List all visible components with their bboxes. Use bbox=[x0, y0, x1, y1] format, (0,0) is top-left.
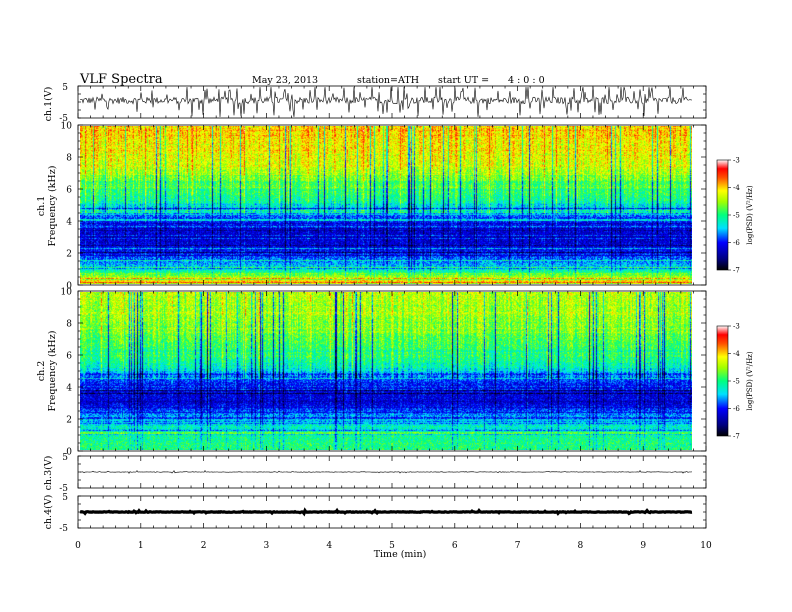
ch1-spectrogram-fo bbox=[80, 126, 692, 284]
ch3-ytick-minus5: -5 bbox=[59, 484, 68, 494]
colorbar-tick-label: -7 bbox=[733, 433, 740, 441]
ch2-spectrogram-yticks: 0 2 4 6 8 10 bbox=[61, 288, 73, 458]
colorbar-ticks: -3 -4 -5 -6 -7 -3 -4 -5 -6 -7 bbox=[728, 157, 740, 441]
frequency-ytick-label: 10 bbox=[61, 288, 73, 298]
time-xtick-label: 3 bbox=[264, 541, 270, 551]
ch2-spectrogram-ylabel-ch: ch.2 bbox=[36, 361, 47, 382]
frequency-ytick-label: 8 bbox=[66, 320, 72, 330]
ch1-ytick-minus5: -5 bbox=[59, 114, 68, 124]
frequency-ytick-label: 8 bbox=[66, 154, 72, 164]
ch2-spectrogram-ylabel-group: ch.2 Frequency (kHz) bbox=[36, 331, 58, 412]
chart-title: VLF Spectra bbox=[80, 72, 163, 87]
ch1-colorbar bbox=[716, 159, 729, 271]
ch3-waveform-line bbox=[80, 470, 693, 474]
ch1-spectrogram-ylabel-freq: Frequency (kHz) bbox=[47, 166, 58, 247]
ch4-waveform-line bbox=[79, 507, 693, 517]
ch1-spectrogram-ylabel-ch: ch.1 bbox=[36, 196, 47, 217]
ch2-colorbar bbox=[716, 325, 729, 437]
time-xtick-label: 10 bbox=[700, 541, 712, 551]
frequency-ytick-label: 2 bbox=[66, 250, 72, 260]
time-axis-label: Time (min) bbox=[374, 549, 427, 560]
colorbar-tick-label: -6 bbox=[733, 239, 740, 247]
time-xtick-label: 4 bbox=[326, 541, 332, 551]
colorbar-tick-label: -4 bbox=[733, 184, 740, 192]
colorbar-tick-label: -6 bbox=[733, 405, 740, 413]
colorbar-tick-label: -3 bbox=[733, 157, 740, 165]
time-xtick-label: 9 bbox=[640, 541, 646, 551]
ch1-spectrogram-ylabel-group: ch.1 Frequency (kHz) bbox=[36, 166, 58, 247]
colorbar-tick-label: -5 bbox=[733, 378, 740, 386]
colorbar-tick-label: -5 bbox=[733, 212, 740, 220]
ch2-spectrogram-canvas bbox=[80, 292, 692, 450]
ch4-ytick-minus5: -5 bbox=[59, 524, 68, 534]
colorbar-tick-label: -3 bbox=[733, 323, 740, 331]
ch2-spectrogram-ylabel-freq: Frequency (kHz) bbox=[47, 331, 58, 412]
colorbar-tick-label: -7 bbox=[733, 267, 740, 275]
frequency-ytick-label: 2 bbox=[66, 416, 72, 426]
start-ut-time: 4 : 0 : 0 bbox=[508, 75, 545, 86]
frequency-ytick-label: 10 bbox=[61, 122, 73, 132]
ch2-colorbar-label: log(PSD) (V²/Hz) bbox=[746, 351, 754, 410]
start-ut-prefix: start UT = bbox=[438, 75, 490, 86]
time-xtick-label: 5 bbox=[389, 541, 395, 551]
frequency-ytick-label: 6 bbox=[66, 186, 72, 196]
time-xtick-label: 6 bbox=[452, 541, 458, 551]
frequency-ytick-label: 4 bbox=[66, 384, 72, 394]
station-label: station=ATH bbox=[357, 75, 419, 86]
time-xtick-label: 0 bbox=[75, 541, 81, 551]
ch3-waveform-ylabel: ch.3(V) bbox=[43, 456, 54, 491]
ch1-waveform-line bbox=[79, 86, 693, 118]
frequency-ytick-label: 0 bbox=[66, 282, 72, 292]
ch1-ytick-5: 5 bbox=[62, 83, 68, 93]
colorbar-tick-label: -4 bbox=[733, 350, 740, 358]
time-xtick-labels: 0 1 2 3 4 5 6 7 8 9 10 bbox=[75, 541, 712, 551]
ch1-colorbar-label: log(PSD) (V²/Hz) bbox=[746, 185, 754, 244]
frequency-ytick-label: 6 bbox=[66, 352, 72, 362]
ch1-waveform-ylabel: ch.1(V) bbox=[43, 87, 54, 122]
ch2-spectrogram-fo bbox=[80, 292, 692, 450]
time-xtick-label: 8 bbox=[578, 541, 584, 551]
ch4-ytick-5: 5 bbox=[62, 493, 68, 503]
time-xtick-label: 2 bbox=[201, 541, 207, 551]
axis-ticks bbox=[77, 85, 707, 529]
frequency-ytick-label: 4 bbox=[66, 218, 72, 228]
time-xtick-label: 7 bbox=[515, 541, 521, 551]
frequency-ytick-label: 0 bbox=[66, 448, 72, 458]
time-xtick-label: 1 bbox=[138, 541, 144, 551]
ch3-ytick-5: 5 bbox=[62, 453, 68, 463]
ch4-waveform-ylabel: ch.4(V) bbox=[43, 495, 54, 530]
ch1-spectrogram-yticks: 0 2 4 6 8 10 bbox=[61, 122, 73, 292]
ch1-spectrogram-canvas bbox=[80, 126, 692, 284]
date-label: May 23, 2013 bbox=[252, 75, 319, 86]
